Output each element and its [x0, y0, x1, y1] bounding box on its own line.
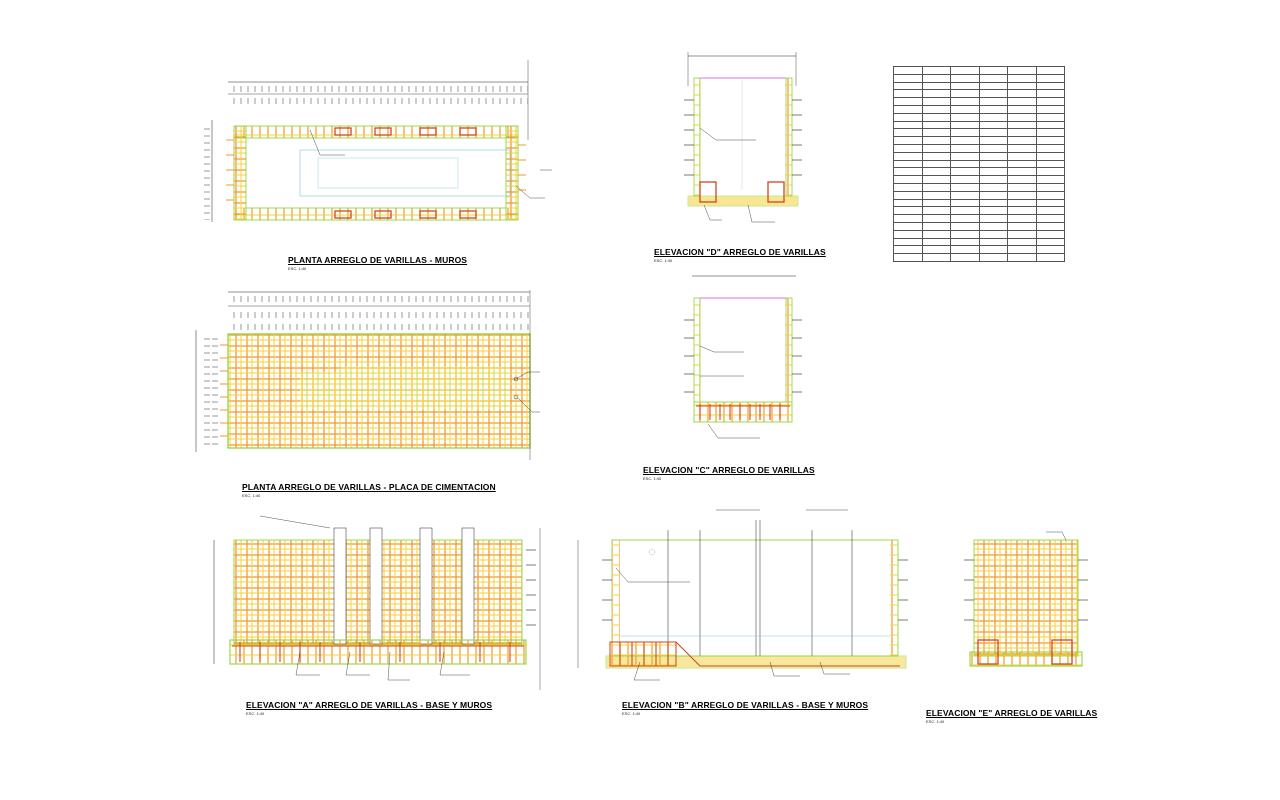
title-elevacion-b: ELEVACION "B" ARREGLO DE VARILLAS - BASE…	[622, 700, 869, 710]
scale-planta-muros: ESC. 1:40	[288, 266, 307, 271]
title-elevacion-a: ELEVACION "A" ARREGLO DE VARILLAS - BASE…	[246, 700, 493, 710]
elevation-a-drawing	[213, 515, 541, 690]
title-elevacion-e: ELEVACION "E" ARREGLO DE VARILLAS	[926, 708, 1098, 718]
elevation-b-drawing	[577, 509, 908, 681]
elevation-d-drawing	[684, 52, 802, 223]
scale-elevacion-e: ESC. 1:40	[926, 719, 945, 724]
title-elevacion-c: ELEVACION "C" ARREGLO DE VARILLAS	[643, 465, 815, 475]
plan-walls-drawing	[204, 60, 552, 222]
scale-elevacion-b: ESC. 1:40	[622, 711, 641, 716]
scale-elevacion-d: ESC. 1:40	[654, 258, 673, 263]
title-planta-muros: PLANTA ARREGLO DE VARILLAS - MUROS	[288, 255, 468, 265]
rebar-schedule-table	[893, 66, 1065, 262]
scale-elevacion-a: ESC. 1:40	[246, 711, 265, 716]
title-planta-placa: PLANTA ARREGLO DE VARILLAS - PLACA DE CI…	[242, 482, 496, 492]
elevation-c-drawing	[684, 275, 802, 439]
title-elevacion-d: ELEVACION "D" ARREGLO DE VARILLAS	[654, 247, 826, 257]
plan-foundation-drawing	[195, 290, 540, 460]
scale-elevacion-c: ESC. 1:40	[643, 476, 662, 481]
elevation-e-drawing	[964, 531, 1088, 667]
scale-planta-placa: ESC. 1:40	[242, 493, 261, 498]
